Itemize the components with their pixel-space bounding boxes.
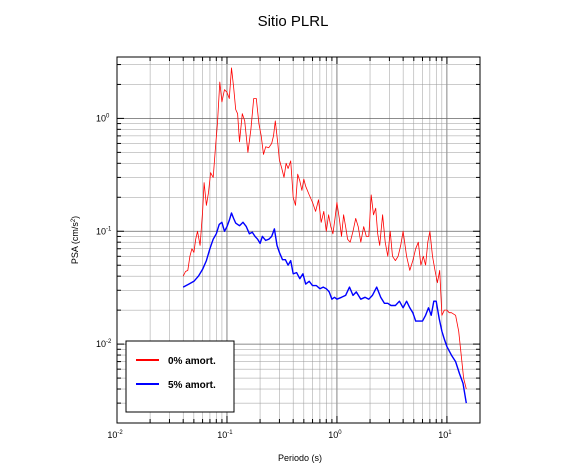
y-tick-label: 10-2 (96, 339, 112, 349)
x-tick-label-base: 10 (217, 430, 227, 440)
y-tick-label-exp: -2 (106, 339, 112, 345)
grid-lines (116, 57, 481, 424)
x-tick-label: 101 (438, 430, 452, 440)
x-axis-title: Periodo (s) (278, 453, 322, 463)
y-tick-label-base: 10 (96, 113, 106, 123)
series-lines (182, 67, 467, 404)
x-tick-label-exp: 1 (448, 430, 452, 436)
legend-label-5-amort: 5% amort. (168, 380, 216, 391)
y-axis-title: PSA (cm/s2) (70, 216, 80, 264)
legend-box (125, 340, 235, 413)
y-tick-label-exp: 0 (106, 113, 110, 119)
series-line-0-amort (182, 67, 467, 390)
y-tick-label: 10-1 (96, 226, 112, 236)
x-tick-label: 10-2 (107, 430, 123, 440)
plot-frame (116, 56, 481, 424)
y-axis-title-text: PSA (cm/s (70, 222, 80, 265)
y-tick-label: 100 (96, 113, 110, 123)
y-tick-label-base: 10 (96, 339, 106, 349)
x-tick-labels: 10-2 10-1 100 101 (107, 430, 452, 440)
x-tick-label-base: 10 (438, 430, 448, 440)
x-tick-label: 10-1 (217, 430, 233, 440)
x-tick-label-exp: -2 (117, 430, 123, 436)
y-axis-title-close: ) (70, 216, 80, 219)
chart-title: Sitio PLRL (258, 13, 329, 30)
y-tick-label-exp: -1 (106, 226, 112, 232)
x-tick-label-exp: -1 (227, 430, 233, 436)
y-tick-label-base: 10 (96, 226, 106, 236)
x-tick-label-base: 10 (328, 430, 338, 440)
x-tick-label-base: 10 (107, 430, 117, 440)
x-tick-label: 100 (328, 430, 342, 440)
axis-ticks (116, 57, 481, 424)
x-tick-label-exp: 0 (338, 430, 342, 436)
legend-label-0-amort: 0% amort. (168, 356, 216, 367)
legend: 0% amort. 5% amort. (125, 340, 235, 413)
series-line-5-amort (182, 212, 467, 404)
y-axis-title-sup: 2 (71, 218, 77, 222)
